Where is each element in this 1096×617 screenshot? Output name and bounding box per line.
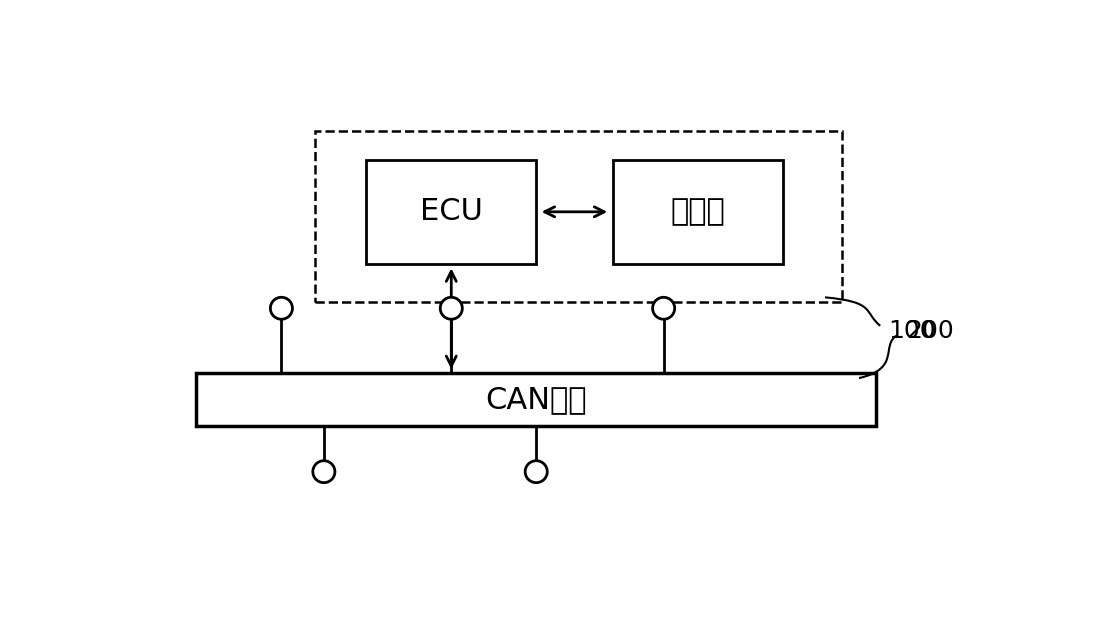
Text: ECU: ECU: [420, 197, 482, 226]
Ellipse shape: [441, 297, 463, 319]
Ellipse shape: [525, 461, 547, 482]
Bar: [196, 373, 876, 426]
Ellipse shape: [271, 297, 293, 319]
Ellipse shape: [312, 461, 335, 482]
Bar: [366, 160, 536, 264]
Text: 存储器: 存储器: [671, 197, 724, 226]
Bar: [316, 131, 842, 302]
Text: 200: 200: [905, 318, 954, 342]
Ellipse shape: [652, 297, 675, 319]
Text: 100: 100: [889, 318, 936, 342]
Bar: [613, 160, 783, 264]
Text: CAN总线: CAN总线: [486, 385, 587, 414]
